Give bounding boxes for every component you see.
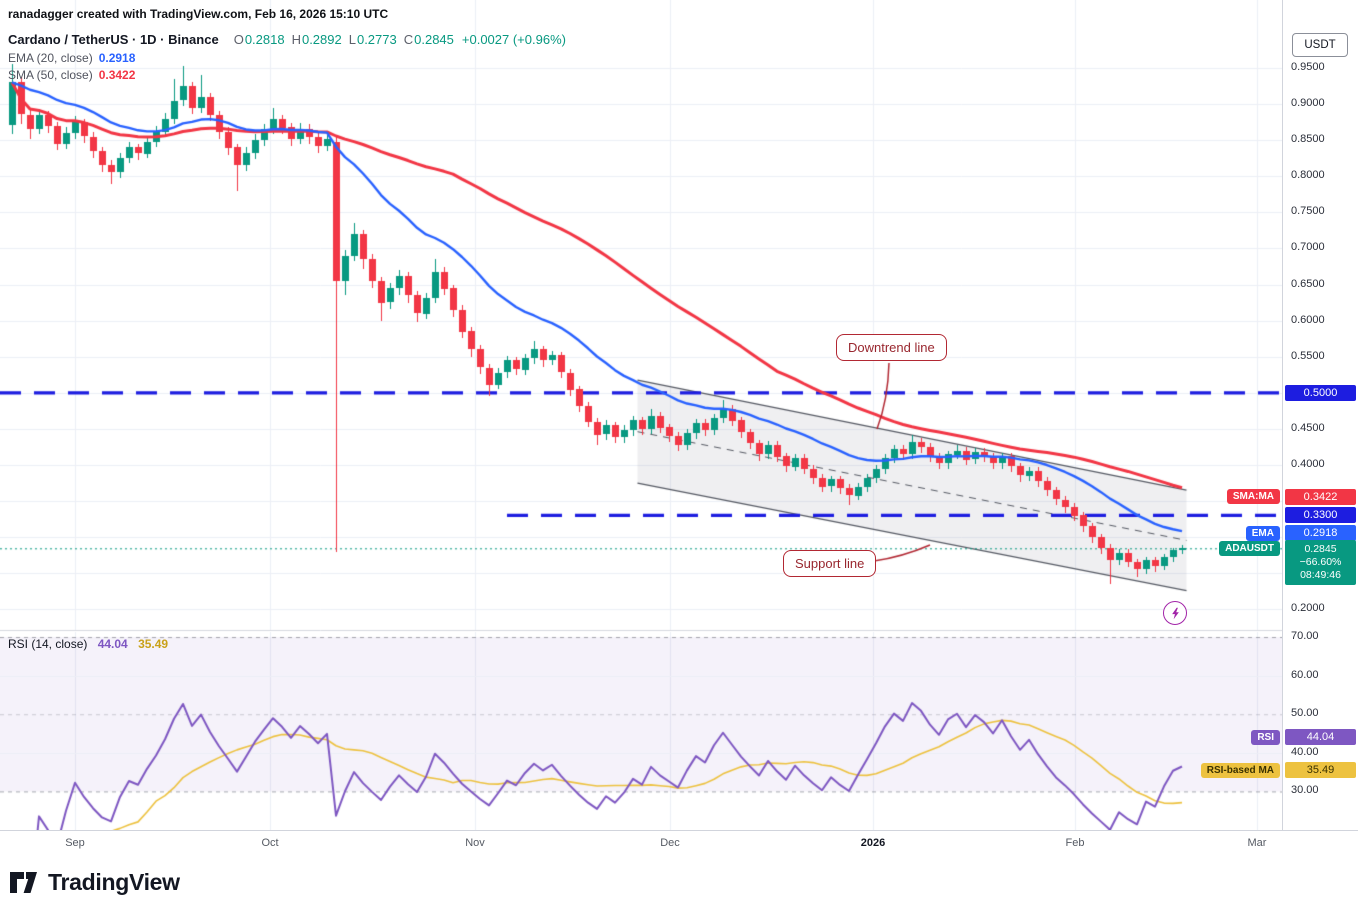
price-tick-label: 0.2000 <box>1291 602 1325 614</box>
high-label: H <box>291 31 301 47</box>
rsi-ma-value-tag: 35.49 <box>1285 762 1356 778</box>
chart-watermark: ranadagger created with TradingView.com,… <box>8 7 389 21</box>
tradingview-logo[interactable]: TradingView <box>10 869 180 896</box>
close-label: C <box>403 31 414 47</box>
support-line-label[interactable]: Support line <box>783 550 877 577</box>
rsi-tick-label: 30.00 <box>1291 784 1319 796</box>
time-tick-label: Mar <box>1247 837 1267 849</box>
rsi-ma-inline-tag: RSI-based MA <box>1200 763 1280 778</box>
level-0-3300-tag: 0.3300 <box>1285 507 1356 523</box>
price-tick-label: 0.7000 <box>1291 241 1325 253</box>
last-price-value: 0.2845 <box>1304 543 1337 555</box>
ema-label: EMA (20, close) <box>8 50 93 65</box>
symbol-title[interactable]: Cardano / TetherUS · 1D · Binance <box>8 31 219 47</box>
close-value: 0.2845 <box>414 31 454 47</box>
ema-inline-tag: EMA <box>1245 526 1280 541</box>
chart-legend: Cardano / TetherUS · 1D · Binance O 0.281… <box>8 29 566 83</box>
open-value: 0.2818 <box>244 31 285 47</box>
price-tick-label: 0.8500 <box>1291 133 1325 145</box>
price-chart-canvas[interactable] <box>0 0 1282 830</box>
time-tick-label: Nov <box>465 837 485 849</box>
symbol-row[interactable]: Cardano / TetherUS · 1D · Binance O 0.281… <box>8 29 566 49</box>
downtrend-line-label[interactable]: Downtrend line <box>836 334 947 361</box>
high-value: 0.2892 <box>301 31 342 47</box>
lightning-icon[interactable] <box>1163 601 1187 625</box>
tradingview-logo-text: TradingView <box>48 869 180 895</box>
sma-label: SMA (50, close) <box>8 67 93 82</box>
rsi-ma-value: 35.49 <box>138 637 169 651</box>
time-tick-label: Feb <box>1065 837 1085 849</box>
footer: TradingView <box>0 856 1358 915</box>
time-tick-label: Oct <box>261 837 279 849</box>
price-tick-label: 0.8000 <box>1291 169 1325 181</box>
sma-inline-tag: SMA:MA <box>1226 489 1280 504</box>
price-tick-label: 0.6000 <box>1291 314 1325 326</box>
currency-label[interactable]: USDT <box>1292 33 1348 57</box>
price-tick-label: 0.9000 <box>1291 97 1325 109</box>
time-tick-label: Dec <box>660 837 680 849</box>
lightning-bolt-glyph <box>1171 607 1179 619</box>
last-price-change-pct: −66.60% <box>1299 556 1342 568</box>
rsi-inline-tag: RSI <box>1251 730 1280 745</box>
bar-countdown: 08:49:46 <box>1300 569 1341 581</box>
ema-value: 0.2918 <box>98 50 136 65</box>
sma-value: 0.3422 <box>98 67 136 82</box>
rsi-tick-label: 40.00 <box>1291 746 1319 758</box>
price-tick-label: 0.9500 <box>1291 61 1325 73</box>
rsi-indicator-row[interactable]: RSI (14, close) 44.04 35.49 <box>8 637 168 651</box>
price-tick-label: 0.5500 <box>1291 350 1325 362</box>
price-axis[interactable]: USDT 0.5000 0.3422 0.3300 0.2918 0.2845 … <box>1282 0 1358 856</box>
ema-price-tag: 0.2918 <box>1285 525 1356 541</box>
time-axis[interactable]: Sep Oct Nov Dec 2026 Feb Mar <box>0 830 1358 857</box>
rsi-value-tag: 44.04 <box>1285 729 1356 745</box>
rsi-tick-label: 60.00 <box>1291 669 1319 681</box>
rsi-value: 44.04 <box>97 637 128 651</box>
price-tick-label: 0.4000 <box>1291 458 1325 470</box>
sma-indicator-row[interactable]: SMA (50, close) 0.3422 <box>8 66 566 83</box>
price-tick-label: 0.4500 <box>1291 422 1325 434</box>
price-tick-label: 0.7500 <box>1291 205 1325 217</box>
price-change: +0.0027 (+0.96%) <box>461 31 566 47</box>
level-0-5000-tag: 0.5000 <box>1285 385 1356 401</box>
time-tick-label: 2026 <box>860 837 886 849</box>
ema-indicator-row[interactable]: EMA (20, close) 0.2918 <box>8 49 566 66</box>
symbol-inline-tag: ADAUSDT <box>1219 541 1280 556</box>
open-label: O <box>233 31 244 47</box>
low-label: L <box>348 31 356 47</box>
last-price-tag: 0.2845 −66.60% 08:49:46 <box>1285 540 1356 585</box>
tradingview-logo-icon <box>10 871 37 893</box>
sma-price-tag: 0.3422 <box>1285 489 1356 505</box>
time-tick-label: Sep <box>65 837 85 849</box>
rsi-label: RSI (14, close) <box>8 637 88 651</box>
rsi-tick-label: 70.00 <box>1291 630 1319 642</box>
rsi-tick-label: 50.00 <box>1291 707 1319 719</box>
price-tick-label: 0.6500 <box>1291 278 1325 290</box>
low-value: 0.2773 <box>356 31 397 47</box>
